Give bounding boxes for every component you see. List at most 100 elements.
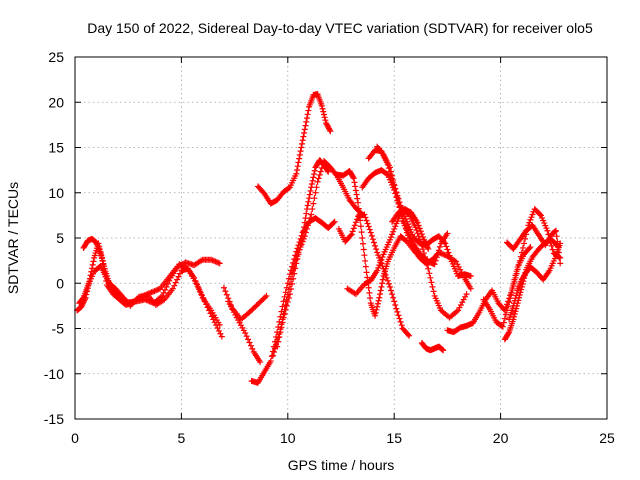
- data-point: [419, 233, 426, 240]
- data-point: [444, 246, 451, 253]
- data-point: [433, 254, 440, 261]
- data-point: [282, 306, 289, 313]
- data-point: [416, 225, 423, 232]
- data-point: [511, 278, 518, 285]
- data-point: [222, 288, 229, 295]
- data-point: [294, 166, 301, 173]
- data-point: [299, 238, 306, 245]
- data-point: [354, 195, 361, 202]
- data-point: [352, 187, 359, 194]
- data-point: [217, 330, 224, 337]
- data-point: [275, 338, 282, 345]
- data-point: [378, 283, 385, 290]
- data-point: [362, 214, 369, 221]
- data-point: [301, 126, 308, 133]
- data-point: [304, 111, 311, 118]
- data-point: [232, 311, 239, 318]
- data-point: [321, 114, 328, 121]
- data-point: [377, 287, 384, 294]
- data-point: [460, 296, 467, 303]
- data-point: [501, 315, 508, 322]
- data-point: [324, 167, 331, 174]
- data-point: [215, 327, 222, 334]
- data-point: [303, 118, 310, 125]
- data-point: [505, 303, 512, 310]
- data-point: [374, 300, 381, 307]
- data-point: [294, 255, 301, 262]
- data-point: [379, 276, 386, 283]
- data-point: [396, 315, 403, 322]
- data-point: [303, 206, 310, 213]
- data-point: [326, 126, 333, 133]
- data-point: [309, 206, 316, 213]
- data-point: [360, 246, 367, 253]
- data-point: [171, 282, 178, 289]
- data-point: [306, 218, 313, 225]
- data-point: [268, 353, 275, 360]
- data-point: [372, 242, 379, 249]
- data-point: [293, 170, 300, 177]
- data-point: [355, 199, 362, 206]
- y-tick-label: -15: [44, 411, 64, 427]
- data-point: [414, 230, 421, 237]
- data-point: [427, 274, 434, 281]
- data-point: [300, 228, 307, 235]
- data-point: [367, 229, 374, 236]
- data-point: [555, 244, 562, 251]
- data-point: [375, 252, 382, 259]
- data-point: [398, 322, 405, 329]
- data-point: [298, 237, 305, 244]
- data-point: [257, 358, 264, 365]
- y-tick-label: 10: [48, 185, 64, 201]
- data-point: [327, 128, 334, 135]
- data-point: [269, 352, 276, 359]
- data-point: [372, 312, 379, 319]
- data-point: [242, 330, 249, 337]
- data-point: [285, 185, 292, 192]
- x-tick-label: 15: [386, 430, 402, 446]
- data-point: [373, 246, 380, 253]
- data-point: [386, 164, 393, 171]
- data-point: [512, 274, 519, 281]
- data-point: [305, 198, 312, 205]
- data-point: [389, 172, 396, 179]
- data-point: [519, 244, 526, 251]
- data-point: [292, 265, 299, 272]
- data-point: [279, 319, 286, 326]
- data-point: [362, 263, 369, 270]
- data-point: [366, 289, 373, 296]
- data-point: [417, 228, 424, 235]
- data-point: [352, 183, 359, 190]
- data-point: [402, 215, 409, 222]
- data-point: [301, 219, 308, 226]
- data-point: [393, 189, 400, 196]
- data-point: [527, 216, 534, 223]
- data-point: [278, 324, 285, 331]
- data-point: [395, 199, 402, 206]
- data-point: [291, 270, 298, 277]
- data-point: [436, 243, 443, 250]
- data-point: [352, 219, 359, 226]
- data-point: [297, 148, 304, 155]
- data-point: [317, 168, 324, 175]
- data-point: [283, 302, 290, 309]
- data-point: [375, 264, 382, 271]
- data-point: [353, 191, 360, 198]
- data-point: [192, 278, 199, 285]
- data-point: [428, 279, 435, 286]
- data-point: [467, 285, 474, 292]
- series-arc11: [335, 211, 413, 339]
- data-point: [359, 240, 366, 247]
- data-point: [350, 174, 357, 181]
- data-point: [196, 288, 203, 295]
- data-point: [310, 174, 317, 181]
- data-point: [302, 215, 309, 222]
- data-point: [392, 301, 399, 308]
- data-point: [549, 246, 556, 253]
- data-point: [280, 314, 287, 321]
- data-point: [195, 284, 202, 291]
- data-point: [257, 298, 264, 305]
- x-tick-label: 5: [178, 430, 186, 446]
- data-point: [306, 191, 313, 198]
- data-point: [90, 258, 97, 265]
